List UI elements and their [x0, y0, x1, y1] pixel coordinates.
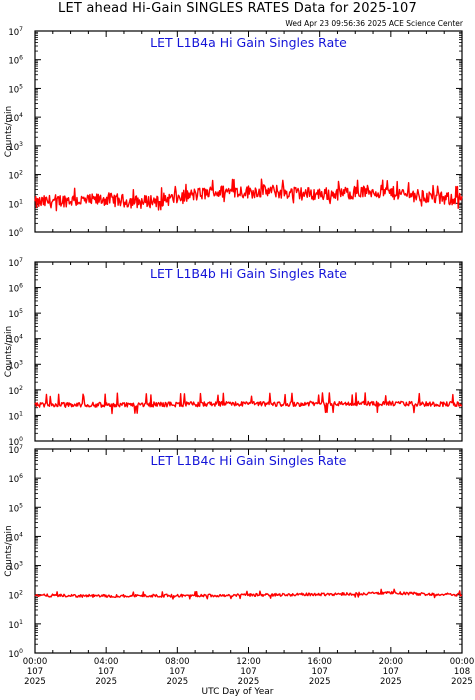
x-tick-label: 2025 — [95, 677, 117, 687]
y-tick-label: 105 — [8, 502, 23, 514]
y-tick-label: 101 — [8, 619, 23, 631]
y-tick-label: 104 — [8, 112, 23, 124]
x-tick-label: 04:00 — [94, 657, 119, 667]
plot-frame — [34, 448, 463, 654]
x-tick-label: 12:00 — [236, 657, 261, 667]
y-axis-label: Counts/min — [4, 326, 14, 377]
x-tick-label: 00:00 — [450, 657, 475, 667]
x-tick-label: 16:00 — [307, 657, 332, 667]
x-tick-label: 108 — [454, 667, 470, 677]
y-tick-label: 106 — [8, 55, 23, 67]
y-tick-label: 102 — [8, 590, 23, 602]
x-tick-label: 107 — [98, 667, 114, 677]
y-tick-label: 103 — [8, 359, 23, 371]
y-tick-label: 107 — [8, 257, 23, 269]
x-tick-label: 2025 — [238, 677, 260, 687]
y-tick-label: 107 — [8, 444, 23, 456]
x-tick-label: 08:00 — [165, 657, 190, 667]
x-tick-label: 107 — [169, 667, 185, 677]
x-tick-label: 107 — [27, 667, 43, 677]
rate-data-series — [34, 178, 463, 212]
y-tick-label: 103 — [8, 561, 23, 573]
y-axis-label: Counts/min — [4, 106, 14, 157]
y-tick-label: 104 — [8, 334, 23, 346]
x-tick-label: 107 — [312, 667, 328, 677]
y-tick-label: 104 — [8, 531, 23, 543]
y-tick-label: 100 — [8, 648, 23, 660]
x-tick-label: 107 — [383, 667, 399, 677]
y-tick-label: 102 — [8, 170, 23, 182]
x-tick-label: 2025 — [451, 677, 473, 687]
panel-title: LET L1B4a Hi Gain Singles Rate — [150, 35, 347, 50]
y-tick-label: 100 — [8, 227, 23, 239]
y-tick-label: 101 — [8, 410, 23, 422]
y-tick-label: 101 — [8, 198, 23, 210]
x-tick-label: 2025 — [309, 677, 331, 687]
y-axis-label: Counts/min — [4, 525, 14, 576]
y-tick-label: 103 — [8, 141, 23, 153]
x-tick-label: 2025 — [380, 677, 402, 687]
plot-frame — [34, 261, 463, 442]
y-tick-label: 106 — [8, 473, 23, 485]
y-tick-label: 100 — [8, 436, 23, 448]
y-tick-label: 107 — [8, 26, 23, 38]
panel-title: LET L1B4c Hi Gain Singles Rate — [151, 453, 347, 468]
x-tick-label: 2025 — [167, 677, 189, 687]
panel-title: LET L1B4b Hi Gain Singles Rate — [150, 266, 347, 281]
x-tick-label: 107 — [240, 667, 256, 677]
chart-main-title: LET ahead Hi-Gain SINGLES RATES Data for… — [58, 1, 417, 16]
y-tick-label: 106 — [8, 283, 23, 295]
x-tick-label: 2025 — [24, 677, 46, 687]
x-tick-label: 00:00 — [23, 657, 48, 667]
rate-data-series — [34, 392, 463, 415]
x-tick-label: 20:00 — [379, 657, 404, 667]
generation-timestamp: Wed Apr 23 09:56:36 2025 ACE Science Cen… — [285, 19, 463, 28]
x-axis-label: UTC Day of Year — [201, 687, 274, 697]
rate-data-series — [34, 588, 463, 600]
y-tick-label: 105 — [8, 308, 23, 320]
y-tick-label: 102 — [8, 385, 23, 397]
y-tick-label: 105 — [8, 83, 23, 95]
